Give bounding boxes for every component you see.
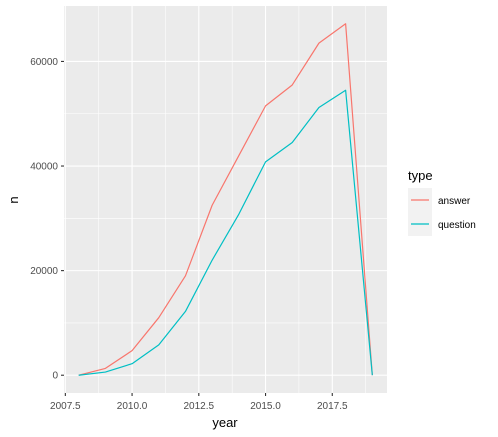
x-tick-label: 2015.0 xyxy=(250,401,281,412)
axis-ticks xyxy=(61,60,333,396)
x-axis-title: year xyxy=(212,415,238,430)
series-layer xyxy=(78,23,373,376)
x-tick-label: 2007.5 xyxy=(50,401,81,412)
y-tick-label: 20000 xyxy=(30,266,58,277)
y-axis-tick-labels: 0 20000 40000 60000 xyxy=(30,57,58,382)
y-axis-title: n xyxy=(6,196,21,203)
legend-item-question: question xyxy=(408,212,476,236)
x-tick-label: 2010.0 xyxy=(117,401,148,412)
minor-gridlines xyxy=(64,6,387,393)
series-line-question xyxy=(78,89,373,376)
major-gridlines xyxy=(64,6,387,393)
legend-item-answer: answer xyxy=(408,188,471,212)
y-tick-label: 60000 xyxy=(30,57,58,68)
x-tick-label: 2017.5 xyxy=(317,401,348,412)
series-line-answer xyxy=(78,23,373,376)
x-axis-tick-labels: 2007.5 2010.0 2012.5 2015.0 2017.5 xyxy=(50,401,348,412)
legend-title: type xyxy=(408,168,433,183)
legend: type answer question xyxy=(408,168,476,236)
x-tick-label: 2012.5 xyxy=(184,401,215,412)
legend-label-answer: answer xyxy=(438,196,471,207)
y-tick-label: 40000 xyxy=(30,162,58,173)
legend-label-question: question xyxy=(438,220,476,231)
y-tick-label: 0 xyxy=(52,371,58,382)
plot-panel xyxy=(64,6,387,393)
